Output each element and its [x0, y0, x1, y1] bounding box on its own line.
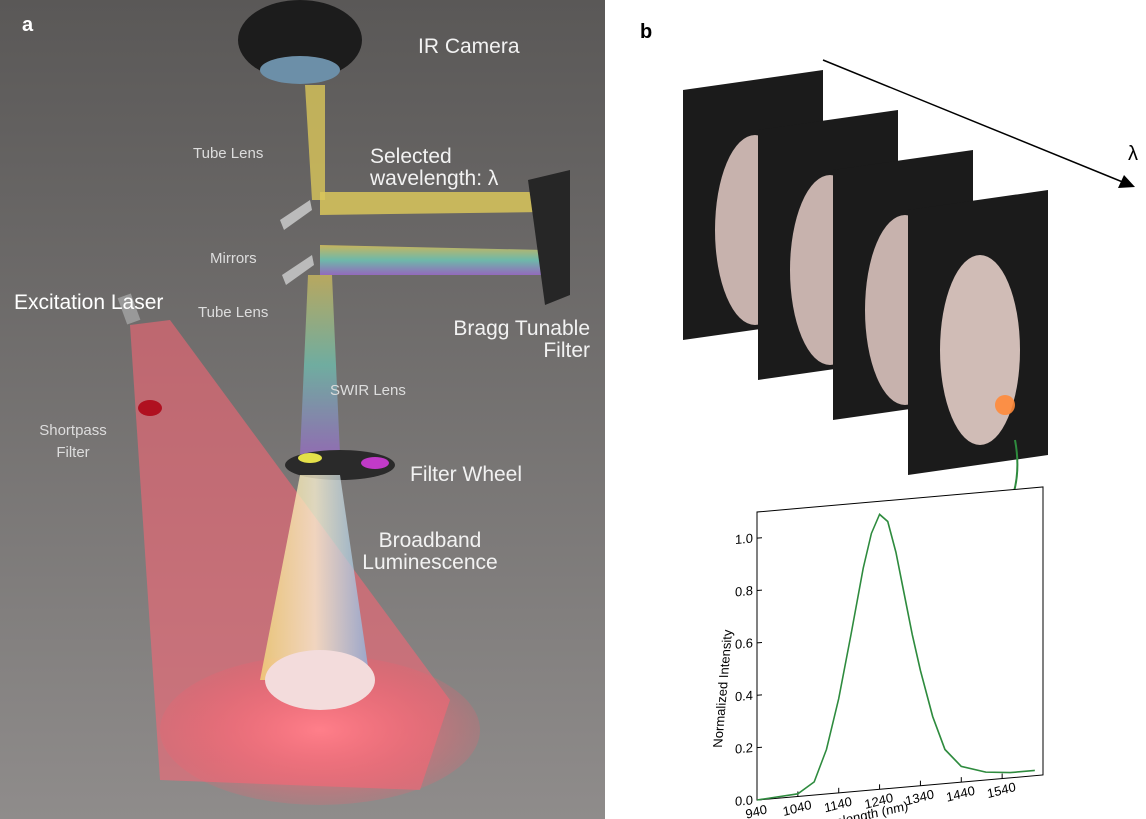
glow — [995, 395, 1015, 415]
lambda: λ — [1128, 143, 1138, 165]
x-tick-label: 1340 — [904, 786, 935, 808]
image-stack — [683, 70, 1048, 475]
x-tick-label: 1440 — [945, 783, 976, 805]
rainbow-beam — [320, 245, 545, 275]
label: Broadband Luminescence — [360, 530, 500, 574]
shortpass-filter — [138, 400, 162, 416]
selected-beam — [320, 192, 545, 215]
plot-frame — [757, 487, 1043, 800]
label: Mirrors — [210, 248, 257, 270]
y-tick-label: 0.4 — [735, 688, 753, 705]
label: Shortpass Filter — [33, 420, 113, 464]
y-axis-label: Normalized Intensity — [710, 629, 735, 748]
y-tick-label: 0.8 — [735, 583, 753, 600]
label: Filter Wheel — [410, 464, 522, 486]
y-tick-label: 0.6 — [735, 635, 753, 652]
mouse-image — [940, 255, 1020, 445]
panel-letter: a — [22, 14, 33, 36]
figure-art: b λ 0.00.20.40.60.81.0940104011401240134… — [0, 0, 1146, 819]
filter-magenta — [361, 457, 389, 469]
mouse — [265, 650, 375, 710]
camera-lens — [260, 56, 340, 84]
x-tick-label: 1040 — [782, 797, 813, 819]
label: Excitation Laser — [14, 292, 163, 314]
label: Tube Lens — [193, 143, 263, 165]
label: Selected wavelength: λ — [370, 146, 510, 190]
y-tick-label: 1.0 — [735, 531, 753, 548]
label: IR Camera — [418, 36, 520, 58]
y-tick-label: 0.2 — [735, 740, 753, 757]
label: Tube Lens — [198, 302, 268, 324]
panel-letter: b — [640, 21, 652, 43]
x-tick-label: 1540 — [986, 779, 1017, 801]
filter-yellow — [298, 453, 322, 463]
figure: b λ 0.00.20.40.60.81.0940104011401240134… — [0, 0, 1146, 819]
label: SWIR Lens — [330, 380, 406, 402]
label: Bragg Tunable Filter — [450, 318, 590, 362]
